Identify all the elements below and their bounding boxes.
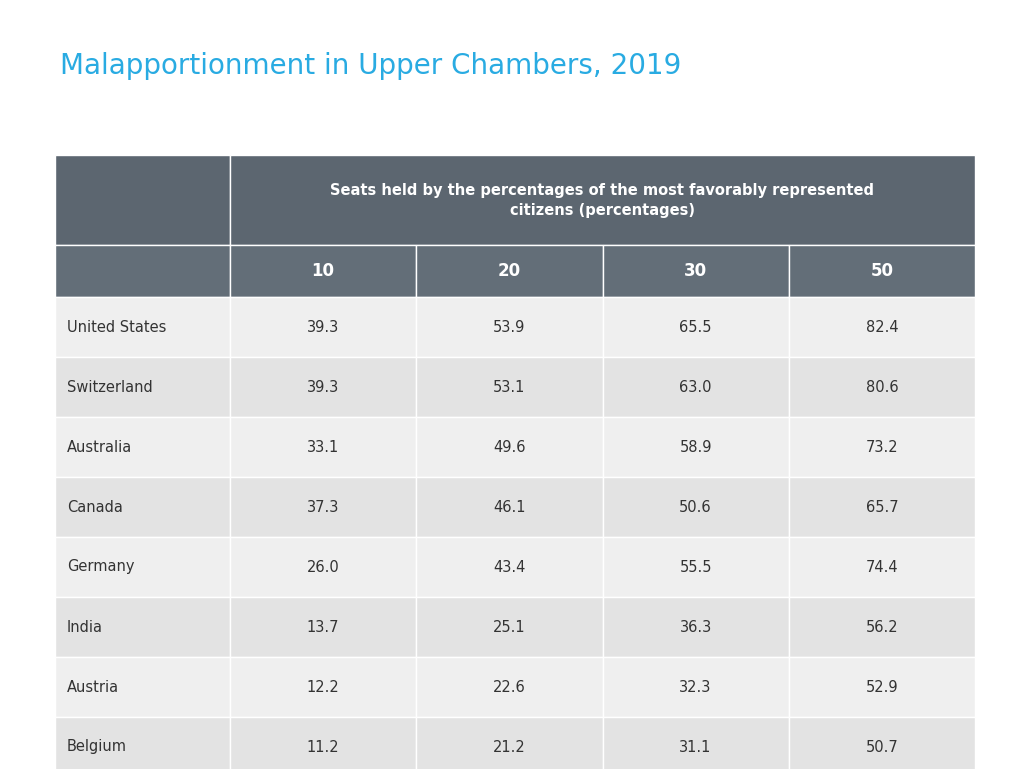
Bar (602, 357, 788, 417)
Text: Germany: Germany (67, 560, 134, 574)
Text: Seats held by the percentages of the most favorably represented: Seats held by the percentages of the mos… (331, 182, 874, 198)
Bar (55, 357, 230, 417)
Text: Canada: Canada (67, 500, 123, 514)
Bar (230, 245, 416, 297)
Bar (602, 417, 788, 477)
Text: 32.3: 32.3 (680, 680, 712, 694)
Bar (788, 357, 975, 417)
Text: 21.2: 21.2 (493, 740, 525, 754)
Bar (788, 477, 975, 537)
Text: Austria: Austria (67, 680, 119, 694)
Bar (230, 477, 416, 537)
Bar (230, 537, 416, 597)
Bar (230, 297, 416, 357)
Text: 65.7: 65.7 (865, 500, 898, 514)
Text: 65.5: 65.5 (679, 319, 712, 335)
Text: Australia: Australia (67, 440, 132, 454)
Bar (788, 245, 975, 297)
Text: United States: United States (67, 319, 166, 335)
Text: 53.1: 53.1 (494, 379, 525, 394)
Text: 49.6: 49.6 (494, 440, 525, 454)
Text: India: India (67, 620, 103, 634)
Bar (416, 417, 602, 477)
Text: Switzerland: Switzerland (67, 379, 153, 394)
Text: 33.1: 33.1 (307, 440, 339, 454)
Text: 12.2: 12.2 (307, 680, 340, 694)
Text: 13.7: 13.7 (307, 620, 339, 634)
Text: 82.4: 82.4 (865, 319, 898, 335)
Text: Belgium: Belgium (67, 740, 127, 754)
Text: 30: 30 (684, 262, 708, 280)
Bar (416, 477, 602, 537)
Bar (416, 717, 602, 769)
Text: 56.2: 56.2 (865, 620, 898, 634)
Text: 50: 50 (870, 262, 893, 280)
Bar (416, 657, 602, 717)
Bar (788, 417, 975, 477)
Bar (416, 245, 602, 297)
Bar (55, 657, 230, 717)
Text: 25.1: 25.1 (494, 620, 525, 634)
Text: 43.4: 43.4 (494, 560, 525, 574)
Bar (55, 245, 230, 297)
Text: 26.0: 26.0 (307, 560, 340, 574)
Text: 80.6: 80.6 (865, 379, 898, 394)
Text: 11.2: 11.2 (307, 740, 339, 754)
Text: 63.0: 63.0 (679, 379, 712, 394)
Bar (416, 537, 602, 597)
Text: citizens (percentages): citizens (percentages) (510, 202, 695, 218)
Bar (416, 597, 602, 657)
Bar (230, 155, 975, 245)
Bar (416, 357, 602, 417)
Bar (788, 717, 975, 769)
Bar (602, 717, 788, 769)
Bar (788, 657, 975, 717)
Bar (55, 537, 230, 597)
Bar (55, 155, 230, 245)
Bar (602, 597, 788, 657)
Text: 55.5: 55.5 (679, 560, 712, 574)
Bar (788, 597, 975, 657)
Bar (788, 297, 975, 357)
Bar (230, 717, 416, 769)
Text: 39.3: 39.3 (307, 319, 339, 335)
Text: Malapportionment in Upper Chambers, 2019: Malapportionment in Upper Chambers, 2019 (60, 52, 681, 80)
Bar (416, 297, 602, 357)
Text: 10: 10 (311, 262, 335, 280)
Text: 46.1: 46.1 (494, 500, 525, 514)
Text: 52.9: 52.9 (865, 680, 898, 694)
Bar (602, 477, 788, 537)
Bar (602, 537, 788, 597)
Bar (230, 417, 416, 477)
Text: 37.3: 37.3 (307, 500, 339, 514)
Bar (55, 297, 230, 357)
Text: 53.9: 53.9 (494, 319, 525, 335)
Text: 39.3: 39.3 (307, 379, 339, 394)
Text: 50.7: 50.7 (865, 740, 898, 754)
Bar (602, 245, 788, 297)
Bar (230, 597, 416, 657)
Text: 74.4: 74.4 (865, 560, 898, 574)
Text: 50.6: 50.6 (679, 500, 712, 514)
Text: 20: 20 (498, 262, 521, 280)
Text: 22.6: 22.6 (493, 680, 525, 694)
Text: 58.9: 58.9 (679, 440, 712, 454)
Bar (788, 537, 975, 597)
Bar (55, 477, 230, 537)
Bar (55, 717, 230, 769)
Bar (602, 297, 788, 357)
Bar (230, 357, 416, 417)
Bar (55, 597, 230, 657)
Text: 36.3: 36.3 (680, 620, 712, 634)
Bar (602, 657, 788, 717)
Text: 73.2: 73.2 (865, 440, 898, 454)
Bar (230, 657, 416, 717)
Text: 31.1: 31.1 (680, 740, 712, 754)
Bar (55, 417, 230, 477)
